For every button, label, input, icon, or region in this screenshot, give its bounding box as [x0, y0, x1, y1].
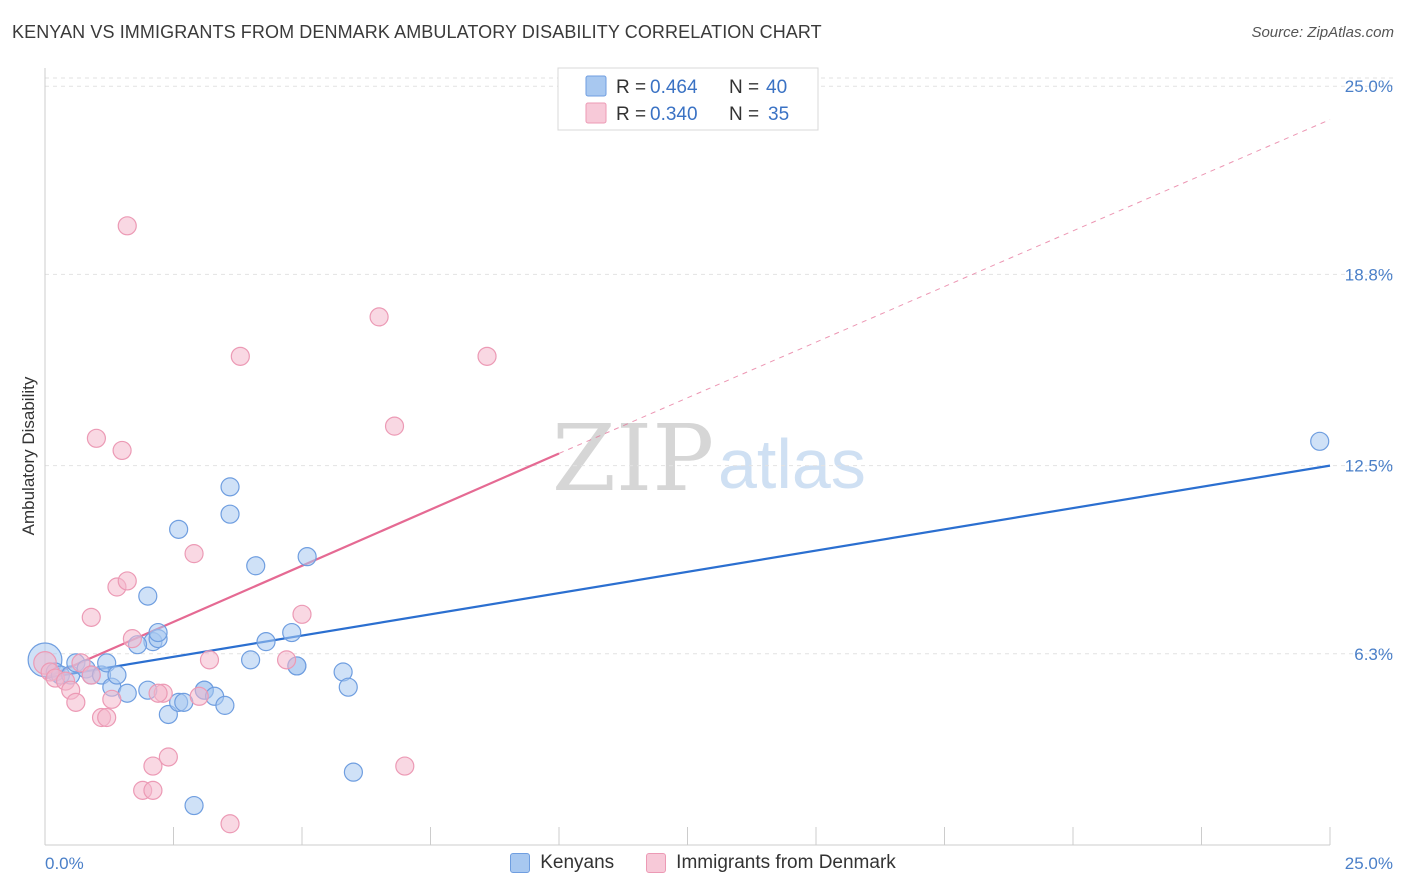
point-kenyans-14: [138, 586, 158, 606]
point-denmark-25: [199, 650, 220, 670]
legend-n-value-2: 35: [768, 104, 789, 125]
point-denmark-26: [220, 814, 240, 834]
point-denmark-32: [395, 756, 415, 776]
watermark-zip: ZIP: [552, 405, 714, 512]
legend-r-value-2: 0.340: [650, 104, 698, 125]
point-denmark-31: [384, 416, 405, 436]
legend-item-denmark: Immigrants from Denmark: [646, 852, 896, 874]
point-kenyans-28: [241, 650, 261, 670]
point-denmark-8: [81, 607, 101, 627]
legend-swatch-blue: [585, 75, 607, 97]
watermark-atlas: atlas: [718, 425, 866, 503]
point-kenyans-27: [246, 556, 266, 576]
point-denmark-14: [112, 440, 132, 461]
legend-label-denmark: Immigrants from Denmark: [676, 852, 896, 873]
trend-line-denmark: [44, 452, 560, 680]
point-kenyans-34: [338, 677, 358, 697]
chart-title: KENYAN VS IMMIGRANTS FROM DENMARK AMBULA…: [12, 22, 822, 42]
point-denmark-34: [148, 683, 168, 703]
point-kenyans-36: [184, 795, 204, 816]
x-tick-label-max: 25.0%: [1345, 854, 1393, 873]
y-tick-label-3: 25.0%: [1345, 77, 1393, 96]
denmark-swatch: [646, 853, 667, 873]
source-label: Source: ZipAtlas.com: [1251, 24, 1394, 41]
point-denmark-12: [102, 689, 122, 709]
legend-r-value-1: 0.464: [650, 77, 698, 98]
legend-n-label-2: N =: [729, 104, 759, 125]
legend-n-label-1: N =: [729, 77, 759, 98]
point-kenyans-39: [1310, 431, 1330, 451]
point-denmark-11: [97, 707, 117, 728]
y-tick-label-1: 12.5%: [1345, 457, 1393, 476]
legend-r-label-2: R =: [616, 104, 646, 125]
point-denmark-15: [117, 571, 137, 591]
legend-n-value-1: 40: [766, 77, 787, 98]
point-kenyans-35: [343, 762, 363, 782]
point-denmark-23: [184, 544, 204, 564]
point-denmark-5: [66, 692, 86, 712]
point-kenyans-26: [169, 519, 189, 539]
point-kenyans-23: [215, 695, 235, 715]
legend-label-kenyans: Kenyans: [540, 852, 615, 873]
x-tick-label-min: 0.0%: [45, 854, 84, 873]
point-denmark-29: [292, 604, 312, 624]
point-denmark-20: [143, 780, 163, 800]
legend-r-label-1: R =: [616, 77, 646, 98]
data-points: [27, 216, 1330, 834]
x-ticks: [44, 827, 1331, 845]
point-kenyans-29: [256, 632, 276, 652]
point-denmark-24: [189, 686, 209, 706]
point-kenyans-30: [282, 622, 302, 643]
correlation-legend: R = 0.464 N = 40 R = 0.340 N = 35: [557, 67, 819, 131]
point-denmark-22: [158, 747, 178, 767]
trend-lines: [44, 119, 1331, 680]
point-denmark-33: [477, 346, 497, 366]
kenyans-swatch: [510, 853, 531, 873]
legend-item-kenyans: Kenyans: [510, 852, 614, 874]
series-legend: Kenyans Immigrants from Denmark: [0, 852, 1406, 874]
point-denmark-28: [276, 650, 297, 670]
y-axis-label: Ambulatory Disability: [19, 376, 38, 535]
legend-swatch-pink: [585, 102, 607, 124]
point-kenyans-10: [107, 665, 127, 685]
point-kenyans-15: [148, 622, 168, 643]
point-denmark-19: [143, 756, 163, 776]
point-denmark-16: [122, 629, 142, 649]
point-denmark-9: [86, 428, 107, 448]
y-tick-label-0: 6.3%: [1354, 645, 1393, 664]
point-denmark-17: [117, 216, 137, 236]
point-kenyans-24: [220, 477, 240, 497]
point-kenyans-25: [220, 504, 240, 524]
point-denmark-30: [369, 307, 389, 327]
trend-extension-denmark: [558, 119, 1331, 454]
point-denmark-7: [81, 665, 101, 685]
y-tick-labels: 6.3% 12.5% 18.8% 25.0%: [1345, 77, 1393, 664]
point-denmark-27: [230, 346, 250, 366]
point-kenyans-32: [297, 547, 317, 567]
y-tick-label-2: 18.8%: [1345, 265, 1393, 284]
